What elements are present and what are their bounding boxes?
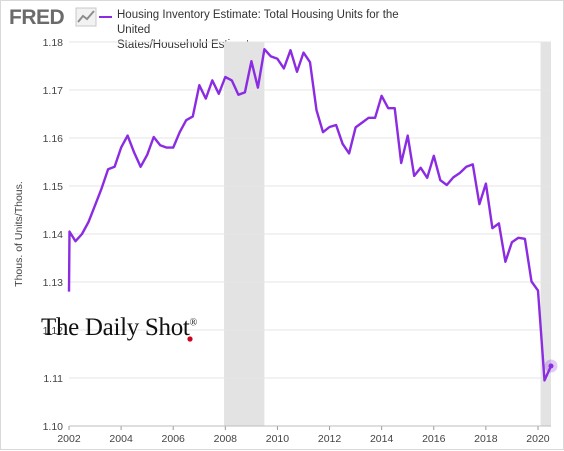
last-point-marker [548,363,554,369]
y-tick-label: 1.14 [43,229,64,241]
daily-shot-text: The Daily Shot [41,314,190,341]
fred-logo: FRED [9,6,65,29]
y-tick-label: 1.18 [43,37,64,49]
fred-chart-icon [75,7,97,27]
y-axis-label-wrap: Thous. of Units/Thous. [9,1,29,451]
x-tick-label: 2008 [214,433,238,445]
x-tick-label: 2010 [266,433,290,445]
daily-shot-watermark: The Daily Shot® [41,314,197,342]
x-tick-label: 2002 [57,433,81,445]
y-tick-label: 1.16 [43,133,64,145]
legend-line-1: Housing Inventory Estimate: Total Housin… [117,9,399,36]
y-tick-label: 1.15 [43,181,64,193]
y-tick-label: 1.11 [43,373,63,385]
x-tick-label: 2018 [474,433,498,445]
y-axis-label: Thous. of Units/Thous. [13,181,25,287]
y-tick-label: 1.13 [43,277,64,289]
watermark-red-dot [187,336,193,342]
x-tick-label: 2006 [162,433,186,445]
x-tick-label: 2012 [318,433,342,445]
series-line [67,48,553,382]
daily-shot-mark: ® [189,317,198,329]
y-tick-label: 1.12 [43,325,64,337]
x-tick-label: 2004 [109,433,133,445]
x-tick-label: 2020 [526,433,550,445]
y-tick-label: 1.10 [43,421,64,433]
x-tick-label: 2016 [422,433,446,445]
y-tick-label: 1.17 [43,85,64,97]
legend-series-swatch [99,16,112,18]
x-tick-label: 2014 [370,433,394,445]
